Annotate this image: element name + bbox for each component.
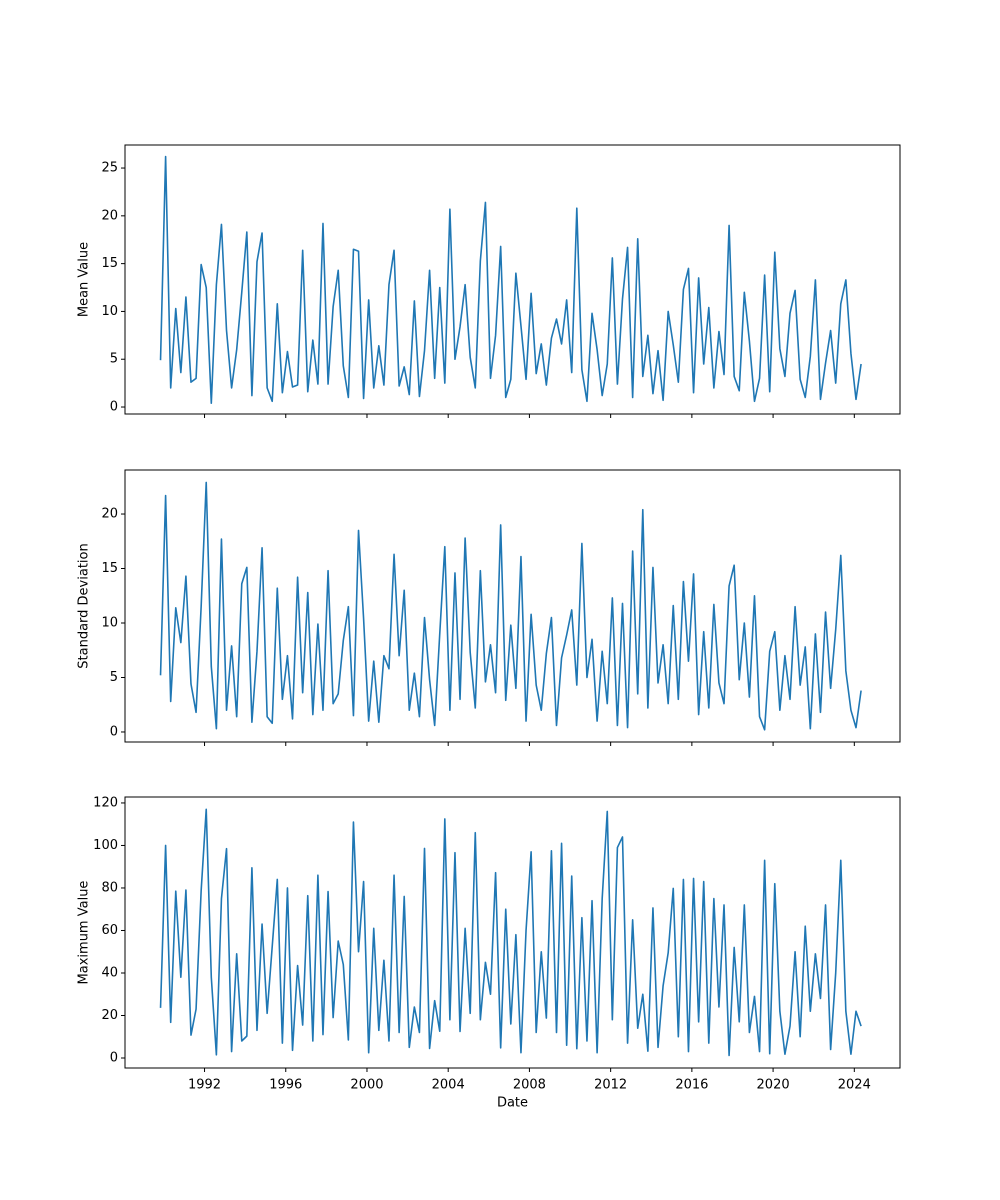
x-tick-label: 2024 bbox=[838, 1078, 871, 1093]
axes-frame bbox=[124, 144, 901, 415]
y-tick-label: 0 bbox=[110, 1051, 118, 1066]
x-tick-label: 1992 bbox=[188, 1078, 221, 1093]
x-axis-label: Date bbox=[497, 1096, 528, 1111]
x-tick-label: 2012 bbox=[594, 1078, 627, 1093]
x-tick-label: 1996 bbox=[269, 1078, 302, 1093]
y-tick-label: 5 bbox=[110, 352, 118, 367]
x-tick-label: 2008 bbox=[513, 1078, 546, 1093]
y-tick-label: 0 bbox=[110, 400, 118, 415]
y-tick-label: 60 bbox=[101, 923, 118, 938]
y-tick-label: 25 bbox=[101, 161, 118, 176]
x-tick-label: 2004 bbox=[432, 1078, 465, 1093]
y-tick-label: 5 bbox=[110, 670, 118, 685]
y-tick-label: 15 bbox=[101, 561, 118, 576]
y-tick-label: 100 bbox=[93, 838, 118, 853]
y-tick-label: 10 bbox=[101, 304, 118, 319]
data-line bbox=[159, 155, 862, 404]
x-tick-label: 2020 bbox=[757, 1078, 790, 1093]
y-tick-label: 0 bbox=[110, 724, 118, 739]
data-line bbox=[159, 481, 862, 731]
axes-frame bbox=[124, 469, 901, 743]
y-tick-label: 80 bbox=[101, 880, 118, 895]
x-tick-label: 2016 bbox=[675, 1078, 708, 1093]
x-tick-label: 2000 bbox=[350, 1078, 383, 1093]
y-axis-label: Standard Deviation bbox=[77, 543, 92, 668]
axes-frame bbox=[124, 796, 901, 1069]
y-tick-label: 40 bbox=[101, 965, 118, 980]
y-tick-label: 20 bbox=[101, 507, 118, 522]
y-axis-label: Mean Value bbox=[77, 242, 92, 317]
y-tick-label: 15 bbox=[101, 256, 118, 271]
y-tick-label: 20 bbox=[101, 208, 118, 223]
data-line bbox=[159, 808, 862, 1057]
y-tick-label: 10 bbox=[101, 616, 118, 631]
y-tick-label: 120 bbox=[93, 795, 118, 810]
y-axis-label: Maximum Value bbox=[77, 881, 92, 985]
y-tick-label: 20 bbox=[101, 1008, 118, 1023]
